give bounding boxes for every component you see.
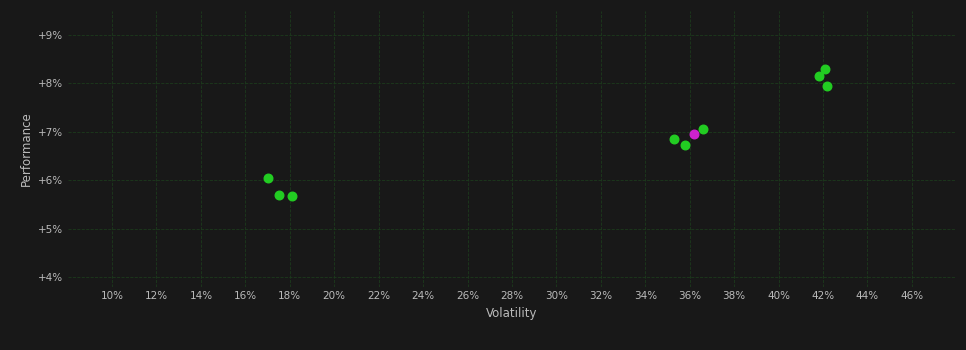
Point xyxy=(696,127,711,132)
Point xyxy=(667,136,682,142)
Point xyxy=(677,142,693,148)
Point xyxy=(820,83,836,89)
Point xyxy=(270,192,286,198)
Y-axis label: Performance: Performance xyxy=(19,111,33,186)
X-axis label: Volatility: Volatility xyxy=(486,307,538,320)
Point xyxy=(260,175,275,181)
Point xyxy=(687,131,702,137)
Point xyxy=(817,66,833,71)
Point xyxy=(284,193,299,198)
Point xyxy=(810,73,826,79)
